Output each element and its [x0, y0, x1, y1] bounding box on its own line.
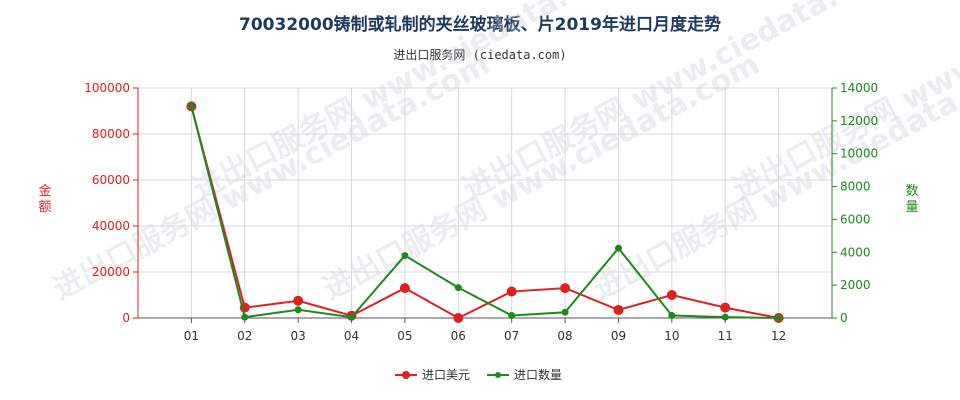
series-line-1	[190, 106, 779, 320]
left-tick-label: 0	[122, 311, 130, 325]
series-2-point	[454, 284, 462, 292]
series-2-point	[187, 102, 195, 110]
chart-title: 70032000铸制或轧制的夹丝玻璃板、片2019年进口月度走势	[239, 15, 721, 35]
right-tick-label: 14000	[840, 81, 878, 95]
series-2-point	[721, 313, 729, 321]
left-tick-label: 20000	[92, 265, 130, 279]
series-1-point	[613, 304, 624, 315]
x-tick-label: 11	[718, 329, 733, 343]
series-2-point	[241, 313, 249, 321]
series-1-point	[399, 283, 410, 294]
legend: 进口美元 进口数量	[395, 367, 562, 382]
x-tick-label: 06	[451, 329, 466, 343]
legend-label: 进口美元	[422, 368, 470, 382]
right-tick-label: 2000	[840, 278, 871, 292]
left-tick-label: 40000	[92, 219, 130, 233]
series-2-point	[561, 308, 569, 316]
right-tick-label: 0	[840, 311, 848, 325]
series-2-point	[775, 314, 783, 322]
series-2-point	[348, 313, 356, 321]
series-1-point	[666, 290, 677, 300]
x-tick-label: 01	[184, 329, 199, 343]
series-layer	[186, 101, 784, 323]
chart-subtitle: 进出口服务网 (ciedata.com)	[393, 48, 567, 62]
legend-label: 进口数量	[514, 367, 562, 382]
x-tick-label: 02	[237, 329, 252, 343]
x-tick-label: 05	[397, 329, 412, 343]
x-tick-label: 07	[504, 329, 519, 343]
right-axis-title: 数量	[905, 184, 918, 215]
right-tick-label: 6000	[840, 212, 871, 226]
series-2-point	[294, 306, 302, 314]
right-tick-label: 10000	[840, 147, 878, 161]
x-tick-label: 12	[771, 329, 786, 343]
series-1-point	[720, 302, 731, 313]
left-tick-label: 80000	[92, 127, 130, 141]
x-tick-label: 04	[344, 329, 359, 343]
x-tick-label: 08	[557, 329, 572, 343]
series-1-point	[293, 295, 304, 306]
legend-swatch-marker	[495, 372, 501, 378]
series-line-2	[190, 105, 779, 319]
right-tick-label: 4000	[840, 245, 871, 259]
series-2-point	[668, 312, 676, 320]
series-2-point	[401, 252, 409, 260]
x-tick-label: 10	[664, 329, 679, 343]
x-tick-label: 03	[291, 329, 306, 343]
left-axis-title: 金额	[38, 183, 51, 215]
series-1-point	[453, 313, 464, 323]
series-1-point	[506, 286, 517, 297]
left-tick-label: 100000	[84, 81, 130, 95]
series-2-point	[508, 312, 516, 320]
x-tick-label: 09	[611, 329, 626, 343]
legend-swatch-marker	[402, 371, 410, 379]
right-tick-label: 8000	[840, 180, 871, 194]
left-tick-label: 60000	[92, 173, 130, 187]
series-2-point	[614, 244, 622, 252]
axes: 0 20000 40000 60000 80000 100000 0 2000 4000 6000…	[38, 81, 918, 343]
right-tick-label: 12000	[840, 114, 878, 128]
series-1-point	[560, 283, 571, 294]
